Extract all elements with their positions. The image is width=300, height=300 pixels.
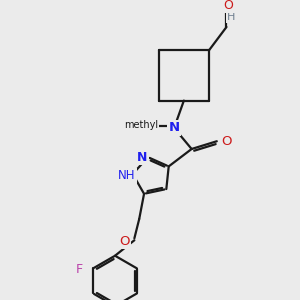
- Text: H: H: [227, 12, 236, 22]
- Text: NH: NH: [118, 169, 136, 182]
- Text: N: N: [169, 121, 180, 134]
- Text: O: O: [119, 235, 130, 248]
- Text: O: O: [224, 0, 233, 12]
- Text: methyl: methyl: [124, 120, 158, 130]
- Text: O: O: [221, 135, 232, 148]
- Text: F: F: [76, 263, 83, 276]
- Text: N: N: [137, 151, 147, 164]
